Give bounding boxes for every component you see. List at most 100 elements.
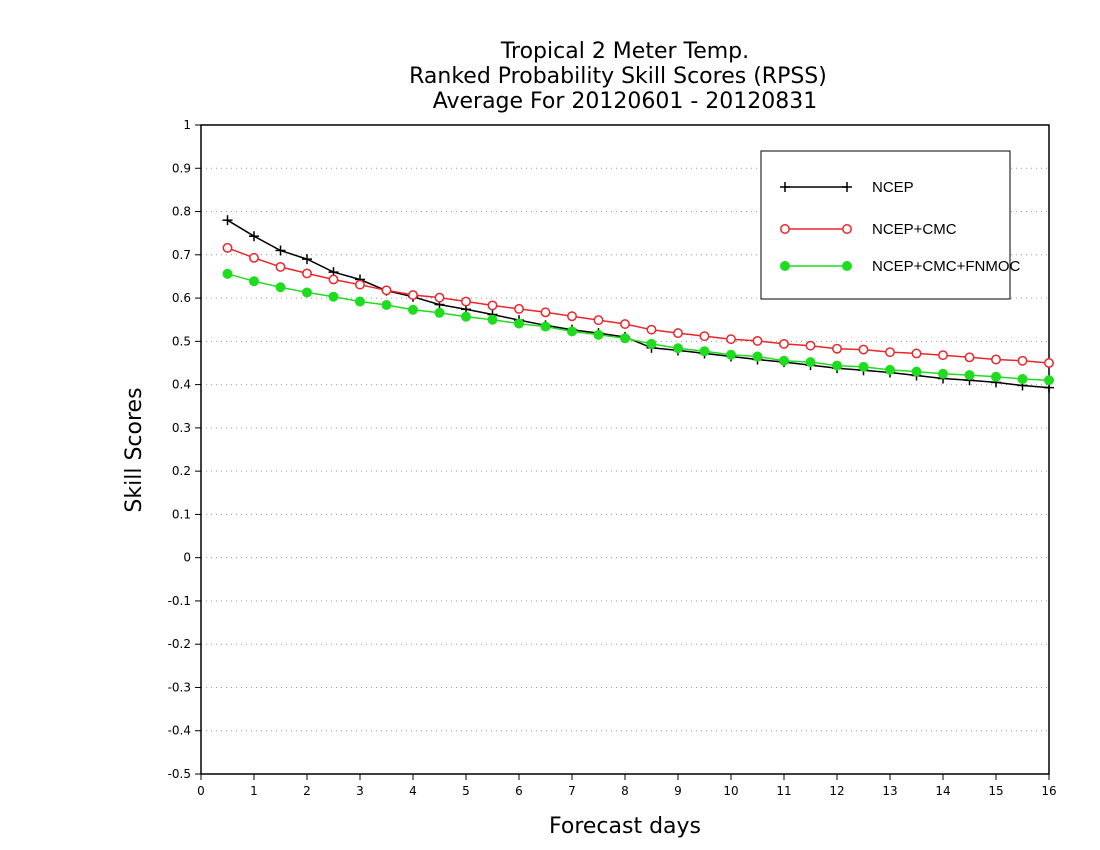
title-line-2: Ranked Probability Skill Scores (RPSS) [409,64,827,89]
data-point-ncep-cmc-fnmoc [275,282,286,293]
title-line-3: Average For 20120601 - 20120831 [433,89,818,114]
data-point-ncep-cmc-fnmoc [885,364,895,375]
y-tick-label: 1 [183,118,191,132]
data-point-ncep-cmc [434,292,445,303]
series-ncep-cmc-fnmoc [222,268,1054,386]
data-point-ncep-cmc-fnmoc [593,329,604,340]
data-point-ncep-cmc-fnmoc [487,314,498,325]
data-point-ncep-cmc-fnmoc [514,318,524,329]
data-point-ncep-cmc [726,334,736,345]
x-tick-label: 2 [303,784,311,798]
data-point-ncep-cmc [805,340,816,351]
y-axis-title: Skill Scores [122,387,147,512]
legend-marker [842,261,852,271]
legend-label: NCEP [872,179,914,196]
data-point-ncep-cmc-fnmoc [673,343,683,354]
y-tick-label: -0.4 [168,724,191,738]
x-tick-label: 0 [197,784,205,798]
data-point-ncep [302,254,312,265]
series-ncep-cmc [222,242,1054,368]
data-point-ncep-cmc-fnmoc [381,299,392,310]
y-tick-label: 0.1 [172,507,191,521]
x-tick-label: 10 [723,784,738,798]
data-point-ncep-cmc [885,347,895,358]
data-point-ncep-cmc-fnmoc [355,296,365,307]
data-point-ncep-cmc [461,296,471,307]
x-tick-label: 12 [829,784,844,798]
data-point-ncep-cmc [328,274,339,285]
series-lines [222,215,1054,393]
data-point-ncep-cmc [593,315,604,326]
data-point-ncep-cmc-fnmoc [434,307,445,318]
data-point-ncep-cmc [540,307,551,318]
x-tick-label: 6 [515,784,523,798]
data-point-ncep-cmc [620,319,630,329]
x-tick-label: 7 [568,784,576,798]
data-point-ncep-cmc [249,252,259,263]
data-point-ncep-cmc [1017,355,1028,366]
x-tick-label: 8 [621,784,629,798]
data-point-ncep-cmc-fnmoc [832,360,842,371]
legend-marker [780,261,790,271]
data-point-ncep-cmc [911,348,922,359]
data-point-ncep [222,215,233,226]
y-tick-label: 0.3 [172,421,191,435]
x-tick-label: 3 [356,784,364,798]
y-tick-label: 0.4 [172,378,191,392]
data-point-ncep-cmc [673,328,683,339]
data-point-ncep-cmc [567,311,577,322]
legend-marker [780,224,790,234]
data-point-ncep-cmc-fnmoc [408,304,418,315]
data-point-ncep-cmc-fnmoc [646,338,657,349]
data-point-ncep-cmc [964,352,975,363]
x-tick-label: 13 [882,784,897,798]
data-point-ncep-cmc [514,303,524,314]
data-point-ncep-cmc-fnmoc [726,349,736,360]
data-point-ncep-cmc [487,300,498,311]
chart-title: Tropical 2 Meter Temp. Ranked Probabilit… [409,39,827,114]
data-point-ncep-cmc-fnmoc [911,366,922,377]
y-tick-label: 0.9 [172,161,191,175]
y-tick-label: -0.1 [168,594,191,608]
legend: NCEP NCEP+CMC NCEP+CMC+FNMOC [760,150,1021,300]
data-point-ncep-cmc-fnmoc [567,326,577,337]
data-point-ncep-cmc-fnmoc [249,276,259,287]
data-point-ncep [249,231,259,242]
y-tick-label: 0.6 [172,291,191,305]
legend-item-ncep: NCEP [780,179,914,196]
data-point-ncep-cmc [381,285,392,296]
data-point-ncep [275,245,286,256]
data-point-ncep-cmc-fnmoc [222,268,233,279]
legend-marker [780,182,790,192]
data-point-ncep-cmc [408,290,418,300]
data-point-ncep-cmc [222,242,233,253]
x-tick-label: 15 [988,784,1003,798]
data-point-ncep-cmc [355,279,365,290]
data-point-ncep-cmc-fnmoc [779,355,789,366]
legend-label: NCEP+CMC [872,221,957,238]
data-point-ncep-cmc [752,335,763,346]
x-axis-title: Forecast days [549,814,701,839]
data-point-ncep-cmc-fnmoc [620,333,630,344]
legend-box [760,150,1011,300]
data-point-ncep-cmc [991,354,1001,365]
data-point-ncep-cmc-fnmoc [461,311,471,322]
y-tick-label: -0.5 [168,767,191,781]
y-tick-label: 0.7 [172,248,191,262]
legend-marker [842,224,852,234]
y-tick-label: 0.2 [172,464,191,478]
legend-item-ncep-cmc-fnmoc: NCEP+CMC+FNMOC [780,258,1021,275]
x-tick-label: 11 [776,784,791,798]
data-point-ncep-cmc-fnmoc [858,361,869,372]
data-point-ncep-cmc-fnmoc [752,351,763,362]
y-tick-label: 0.8 [172,205,191,219]
data-point-ncep-cmc [699,331,710,342]
legend-marker [842,182,852,192]
data-point-ncep-cmc-fnmoc [328,291,339,302]
legend-item-ncep-cmc: NCEP+CMC [780,221,957,238]
x-tick-label: 5 [462,784,470,798]
data-point-ncep-cmc-fnmoc [540,321,551,332]
x-tick-label: 9 [674,784,682,798]
legend-label: NCEP+CMC+FNMOC [872,258,1021,275]
